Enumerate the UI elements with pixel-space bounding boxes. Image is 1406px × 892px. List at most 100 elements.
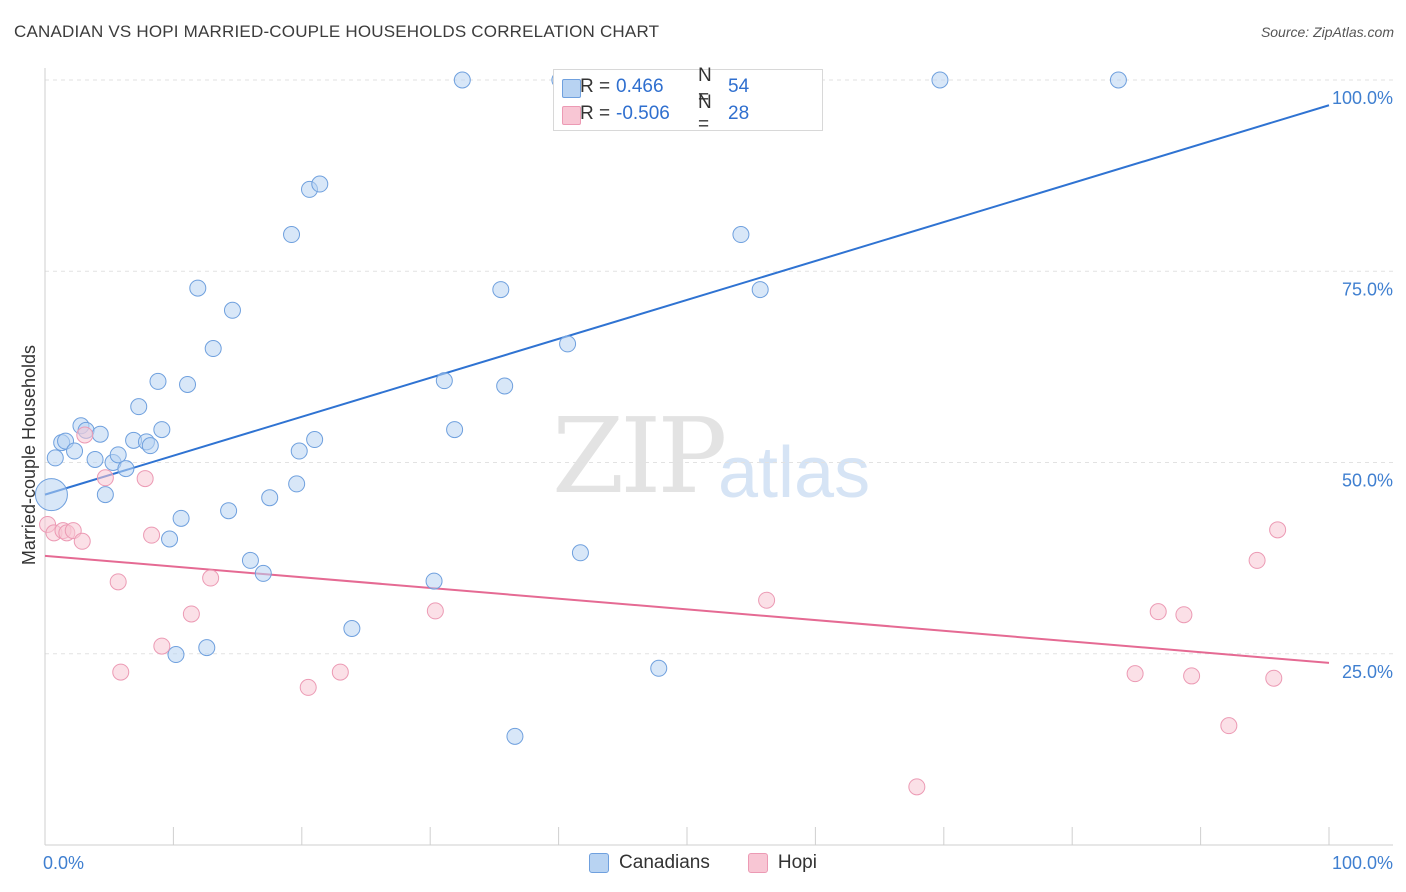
canadians-point [446,421,464,439]
canadians-point [141,437,159,455]
hopi-point [182,605,200,623]
canadians-point [91,425,109,443]
canadians-point [283,226,301,244]
canadians-point [311,175,329,193]
hopi-point [1149,603,1167,621]
legend-n-value: 28 [728,103,750,124]
hopi-point [1175,606,1193,624]
canadians-point [96,486,114,504]
legend-item-canadians[interactable]: Canadians [589,852,710,874]
canadians-point [288,475,306,493]
legend-n-label: N = [698,65,712,108]
canadians-point [204,340,222,358]
canadians-point [179,375,197,393]
canadians-point [86,450,104,468]
canadians-point [496,377,514,395]
hopi-point [136,470,154,488]
source-label: Source: ZipAtlas.com [1260,24,1394,40]
canadians-point [34,478,68,512]
canadians-point [167,646,185,664]
legend-r-value: -0.506 [616,103,670,124]
x-tick-label: 0.0% [43,853,84,873]
watermark-zip: ZIP [552,395,727,517]
canadians-point [732,226,750,244]
hopi-point [758,591,776,609]
legend-item-hopi[interactable]: Hopi [747,852,817,874]
hopi-point [908,778,926,796]
hopi-point [109,573,127,591]
canadians-point [306,431,324,449]
canadians-point [343,620,361,638]
legend-n-label: N = [698,92,712,135]
canadians-point [1109,71,1127,89]
canadians-point [506,727,524,745]
hopi-point [331,663,349,681]
trend-lines [44,104,1330,664]
canadians-point [223,301,241,319]
canadians-point [153,421,171,439]
y-tick-label: 50.0% [1342,471,1393,491]
hopi-point [1269,521,1287,539]
correlation-legend: R = 0.466 N = 54 R = -0.506 N = 28 [553,65,823,135]
hopi-point [76,426,94,444]
hopi-point [426,602,444,620]
legend-row-hopi: R = -0.506 N = 28 [562,92,750,135]
hopi-point [1183,667,1201,685]
canadians-trend-line [44,104,1330,496]
y-tick-label: 100.0% [1332,88,1393,108]
canadians-point [66,442,84,460]
canadians-point [492,281,510,299]
chart-title: CANADIAN VS HOPI MARRIED-COUPLE HOUSEHOL… [14,22,660,41]
x-tick-label: 100.0% [1332,853,1393,873]
canadians-point [220,502,238,520]
series-legend: Canadians Hopi [0,852,1406,874]
canadians-point [751,281,769,299]
canadians-point [931,71,949,89]
legend-r-label: R = [580,103,611,124]
canadians-point [261,489,279,507]
hopi-point [112,663,130,681]
legend-n-value: 54 [728,76,750,97]
canadians-point [117,460,135,478]
canadians-point [189,279,207,297]
hopi-point [153,637,171,655]
legend-r-value: 0.466 [616,76,664,97]
hopi-point [96,469,114,487]
canadians-point [435,372,453,390]
legend-row-canadians: R = 0.466 N = 54 [562,65,750,108]
y-tick-label: 75.0% [1342,279,1393,299]
canadians-point [198,639,216,657]
legend-label-hopi: Hopi [777,852,817,873]
canadians-swatch [589,853,610,873]
canadians-point [172,509,190,527]
data-points [34,71,1287,796]
hopi-point [1248,551,1266,569]
hopi-swatch [747,853,768,873]
hopi-point [1265,669,1283,687]
hopi-point [1126,665,1144,683]
y-axis-label: Married-couple Households [19,345,39,565]
canadians-point [149,372,167,390]
hopi-point [1220,717,1238,735]
canadians-point [241,551,259,569]
canadians-point [453,71,471,89]
hopi-point [299,678,317,696]
hopi-trend-line [44,554,1330,664]
canadians-point [290,442,308,460]
axes [44,68,1393,846]
hopi-point [143,526,161,544]
canadians-point [109,446,127,464]
canadians-point [571,544,589,562]
canadians-point [650,659,668,677]
canadians-point [46,449,64,467]
canadians-swatch [562,79,581,98]
watermark-atlas: atlas [718,433,871,513]
canadians-point [130,398,148,416]
canadians-point [425,572,443,590]
canadians-point [559,335,577,353]
canadians-point [161,530,179,548]
hopi-point [73,532,91,550]
legend-label-canadians: Canadians [619,852,710,873]
y-tick-label: 25.0% [1342,662,1393,682]
hopi-point [202,569,220,587]
